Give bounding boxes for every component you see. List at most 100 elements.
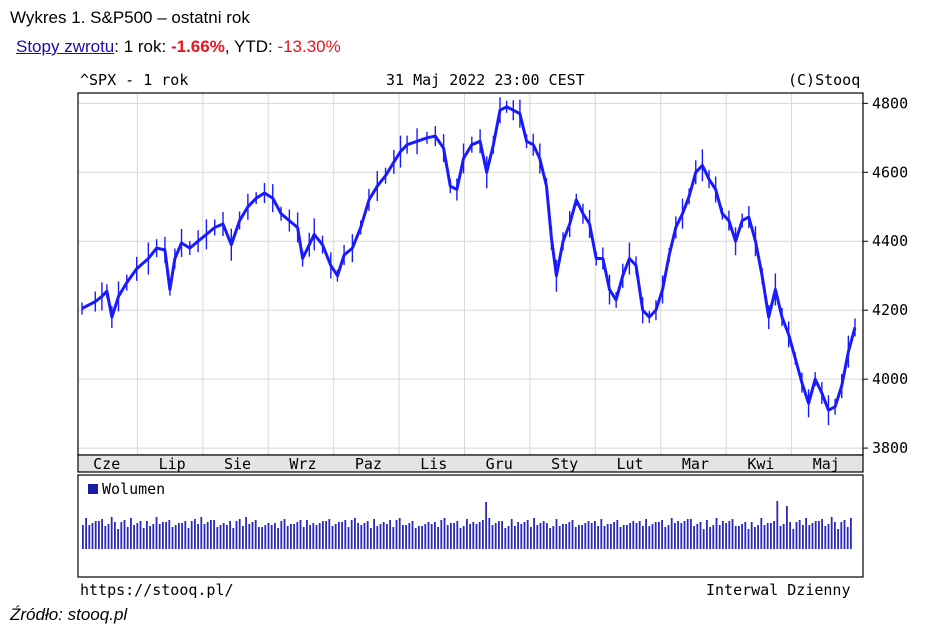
volume-bar xyxy=(462,526,465,549)
volume-bar xyxy=(811,523,814,549)
y-tick-label-4600: 4600 xyxy=(872,163,908,181)
volume-bar xyxy=(459,528,462,549)
volume-bar xyxy=(440,520,443,549)
volume-bar xyxy=(523,522,526,549)
volume-bar xyxy=(654,522,657,549)
volume-bar xyxy=(581,525,583,549)
volume-bar xyxy=(680,523,683,549)
volume-bar xyxy=(773,521,775,549)
volume-bar xyxy=(782,524,785,549)
price-line xyxy=(81,105,857,412)
volume-bar xyxy=(366,521,369,549)
chart-symbol: ^SPX - 1 rok xyxy=(80,71,189,89)
volume-bar xyxy=(82,525,84,549)
volume-bar xyxy=(741,524,743,549)
y-tick-label-4000: 4000 xyxy=(872,370,908,388)
volume-bar xyxy=(622,525,625,549)
volume-bar xyxy=(264,525,267,549)
volume-bar xyxy=(533,518,535,549)
volume-bar xyxy=(178,523,180,549)
volume-bar xyxy=(792,529,795,549)
month-label-sie: Sie xyxy=(224,455,251,473)
one-year-value: -1.66% xyxy=(170,37,225,56)
volume-bar xyxy=(424,524,427,549)
volume-bar xyxy=(437,527,439,549)
volume-bar xyxy=(590,523,593,549)
volume-bar xyxy=(238,519,241,549)
volume-bar xyxy=(184,521,187,549)
volume-bar xyxy=(88,525,91,549)
volume-bar xyxy=(200,517,203,549)
footer-url[interactable]: https://stooq.pl/ xyxy=(80,581,234,599)
volume-bar xyxy=(299,520,302,549)
volume-bar xyxy=(827,524,830,549)
volume-bar xyxy=(306,520,308,549)
volume-bar xyxy=(539,523,542,549)
volume-bar xyxy=(757,525,759,549)
volume-bar xyxy=(382,522,385,549)
volume-bar xyxy=(616,520,619,549)
volume-bar xyxy=(328,519,331,549)
ytd-label: , YTD: xyxy=(224,37,278,56)
volume-bar xyxy=(85,518,87,549)
volume-bar xyxy=(738,526,740,549)
volume-bar xyxy=(686,519,689,549)
volume-bar xyxy=(136,523,139,549)
volume-bar xyxy=(610,524,612,549)
volume-bar xyxy=(389,520,391,549)
volume-bar xyxy=(546,523,548,549)
volume-bar xyxy=(635,523,638,549)
volume-bar xyxy=(312,523,315,549)
volume-bar xyxy=(789,522,791,549)
volume-bar xyxy=(114,522,116,549)
volume-bar xyxy=(626,525,628,549)
volume-bar xyxy=(690,519,692,549)
month-label-sty: Sty xyxy=(551,455,578,473)
volume-bar xyxy=(245,517,247,549)
volume-bar xyxy=(664,527,667,549)
volume-panel-border xyxy=(77,474,864,578)
volume-bar xyxy=(402,525,404,549)
volume-bar xyxy=(542,521,545,549)
volume-bar xyxy=(293,524,295,549)
volume-bar xyxy=(94,521,97,549)
volume-bar xyxy=(821,519,823,549)
returns-link[interactable]: Stopy zwrotu xyxy=(16,37,115,56)
month-label-mar: Mar xyxy=(682,455,709,473)
volume-bar xyxy=(110,517,113,549)
volume-bar xyxy=(469,524,471,549)
volume-bar xyxy=(408,523,411,549)
volume-bar xyxy=(517,522,519,549)
volume-bar xyxy=(718,525,721,549)
volume-bar xyxy=(629,523,631,549)
volume-bar xyxy=(322,521,324,549)
volume-bar xyxy=(274,523,276,549)
volume-bar xyxy=(494,523,497,549)
volume-bar xyxy=(565,524,567,549)
volume-bar xyxy=(526,520,529,549)
volume-bar xyxy=(379,524,382,549)
source-caption: Źródło: stooq.pl xyxy=(10,605,128,624)
volume-bar xyxy=(760,518,763,549)
volume-bar xyxy=(677,521,679,549)
volume-bar xyxy=(840,522,843,549)
volume-bar xyxy=(267,523,270,549)
volume-bar xyxy=(702,529,705,549)
month-axis-band xyxy=(77,454,864,473)
volume-bar xyxy=(834,522,836,549)
volume-bar xyxy=(248,524,251,549)
volume-legend-label: Wolumen xyxy=(102,480,166,498)
volume-legend-swatch xyxy=(88,484,98,494)
volume-bar xyxy=(158,524,161,549)
volume-bar xyxy=(126,527,129,549)
volume-bar xyxy=(421,526,423,549)
volume-bar xyxy=(232,528,235,549)
volume-bar xyxy=(734,526,737,549)
y-tick-label-4400: 4400 xyxy=(872,232,908,250)
volume-bar xyxy=(651,524,654,549)
volume-bar xyxy=(194,519,196,549)
volume-bar xyxy=(501,521,503,549)
volume-bar xyxy=(357,523,359,549)
volume-bar xyxy=(446,525,449,549)
